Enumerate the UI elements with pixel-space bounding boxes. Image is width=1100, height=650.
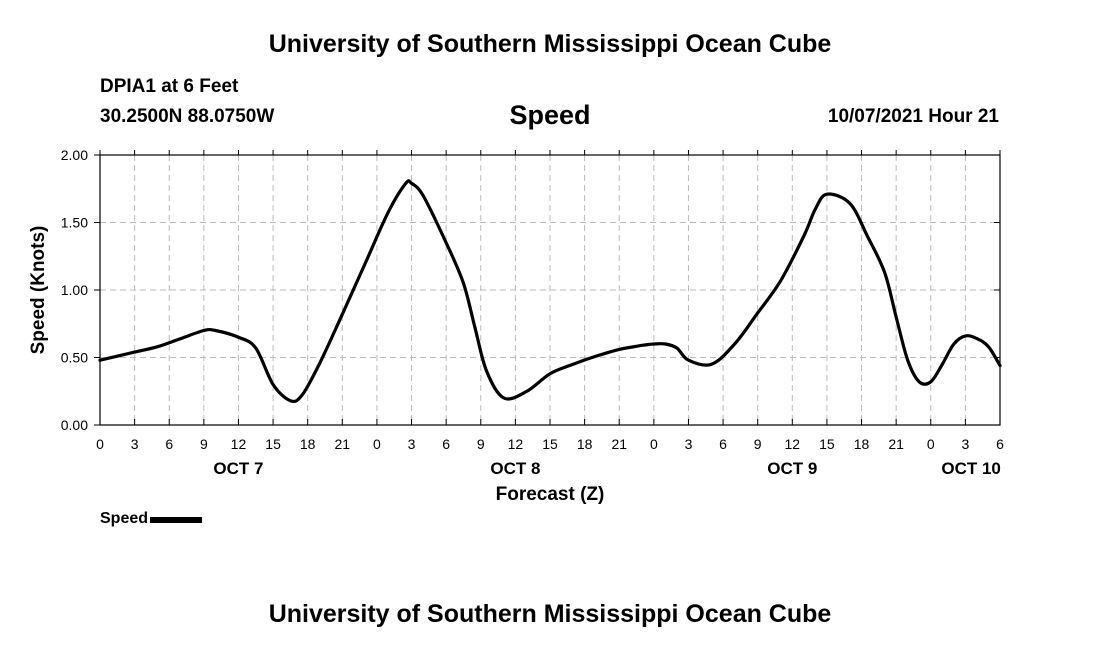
x-tick-label: 18 [577, 436, 593, 452]
x-tick-label: 9 [754, 436, 762, 452]
date-label: OCT 10 [941, 459, 1001, 478]
x-tick-label: 3 [961, 436, 969, 452]
chart-subtitle: Speed [509, 100, 591, 130]
y-tick-label: 1.00 [61, 282, 88, 298]
x-tick-label: 21 [611, 436, 627, 452]
date-label: OCT 9 [767, 459, 817, 478]
grid [100, 155, 1000, 425]
axes [94, 150, 1001, 426]
x-tick-label: 6 [442, 436, 450, 452]
x-tick-label: 6 [996, 436, 1004, 452]
x-tick-label: 6 [165, 436, 173, 452]
legend-label: Speed [100, 510, 149, 527]
date-label: OCT 8 [490, 459, 540, 478]
y-axis-title: Speed (Knots) [28, 226, 49, 355]
x-tick-label: 0 [96, 436, 104, 452]
y-tick-label: 1.50 [61, 215, 88, 231]
x-tick-label: 0 [373, 436, 381, 452]
legend: Speed [100, 510, 203, 528]
coordinates-label: 30.2500N 88.0750W [100, 106, 275, 127]
x-tick-label: 21 [888, 436, 904, 452]
footer-title: University of Southern Mississippi Ocean… [268, 600, 832, 628]
x-axis-title: Forecast (Z) [496, 484, 605, 505]
y-tick-label: 2.00 [61, 147, 88, 163]
x-tick-label: 9 [200, 436, 208, 452]
x-tick-label: 3 [685, 436, 693, 452]
y-tick-label: 0.50 [61, 350, 88, 366]
x-tick-label: 12 [231, 436, 247, 452]
x-tick-label: 6 [719, 436, 727, 452]
legend-swatch [150, 517, 203, 523]
station-label: DPIA1 at 6 Feet [100, 76, 239, 97]
axis-labels: 0 3 6 9 12 15 18 21 0 3 6 9 12 15 18 21 0 3 6 9 12 15 18 21 0 3 6 0… [28, 147, 1004, 505]
x-tick-label: 15 [542, 436, 558, 452]
x-tick-label: 15 [265, 436, 281, 452]
x-tick-label: 18 [300, 436, 316, 452]
speed-series-line [98, 179, 1002, 404]
x-tick-label: 12 [785, 436, 801, 452]
x-tick-label: 12 [508, 436, 524, 452]
x-tick-label: 9 [477, 436, 485, 452]
y-tick-label: 0.00 [61, 417, 88, 433]
x-tick-label: 18 [854, 436, 870, 452]
date-label: OCT 7 [213, 459, 263, 478]
x-tick-label: 0 [927, 436, 935, 452]
x-tick-label: 3 [408, 436, 416, 452]
chart-title: University of Southern Mississippi Ocean… [268, 30, 832, 58]
x-tick-label: 0 [650, 436, 658, 452]
forecast-datetime: 10/07/2021 Hour 21 [827, 106, 999, 127]
series [98, 179, 1002, 404]
x-tick-label: 21 [335, 436, 351, 452]
x-tick-label: 3 [131, 436, 139, 452]
x-tick-label: 15 [819, 436, 835, 452]
